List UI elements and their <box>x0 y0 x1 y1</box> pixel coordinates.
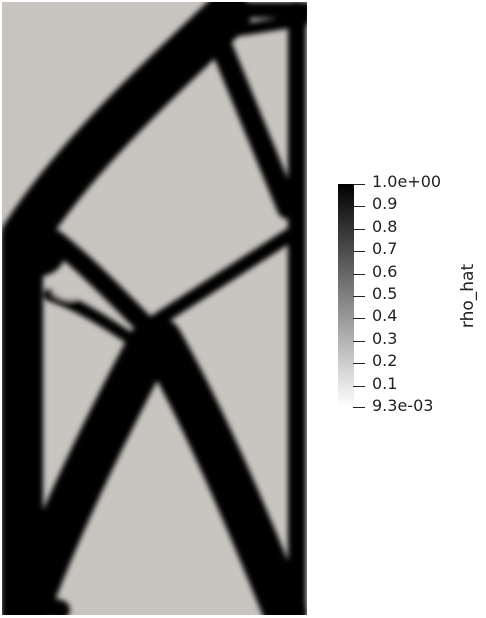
node-center <box>128 321 176 369</box>
colorbar-title: rho_hat <box>458 263 478 329</box>
colorbar-tick-mark <box>353 296 365 297</box>
colorbar-tick-label: 1.0e+00 <box>372 172 442 191</box>
colorbar-tick-label: 0.2 <box>372 351 398 370</box>
colorbar-tick-label: 9.3e-03 <box>372 396 434 415</box>
small-void-hole <box>52 289 76 301</box>
member-center-to-bottom-left <box>3 322 173 615</box>
member-center-to-bottom-right <box>138 318 307 615</box>
colorbar-tick-mark <box>353 229 365 230</box>
member-upper-diagonal <box>2 2 251 259</box>
node-left <box>14 224 66 276</box>
colorbar-tick-label: 0.5 <box>372 284 398 303</box>
colorbar-tick-mark <box>353 274 365 275</box>
colorbar-tick-label: 0.4 <box>372 306 398 325</box>
colorbar-tick-mark <box>353 341 365 342</box>
colorbar-tick-mark <box>353 184 365 185</box>
colorbar-gradient <box>338 184 354 407</box>
colorbar-tick-label: 0.8 <box>372 217 398 236</box>
member-center-to-right <box>143 228 297 332</box>
colorbar-tick-label: 0.7 <box>372 239 398 258</box>
colorbar-tick-label: 0.3 <box>372 329 398 348</box>
member-top-right-strut <box>234 14 307 36</box>
colorbar-tick-label: 0.6 <box>372 262 398 281</box>
member-inner-right-diagonal <box>211 37 299 219</box>
colorbar-tick-label: 0.1 <box>372 374 398 393</box>
colorbar-tick-mark <box>353 363 365 364</box>
colorbar-tick-mark <box>353 386 365 387</box>
colorbar-tick-mark <box>353 251 365 252</box>
colorbar-tick-mark <box>353 318 365 319</box>
solid-members <box>2 2 307 615</box>
member-left-to-center <box>45 230 160 340</box>
colorbar-tick-label: 0.9 <box>372 194 398 213</box>
colorbar-tick-mark <box>353 206 365 207</box>
colorbar-tick-mark <box>353 407 365 408</box>
